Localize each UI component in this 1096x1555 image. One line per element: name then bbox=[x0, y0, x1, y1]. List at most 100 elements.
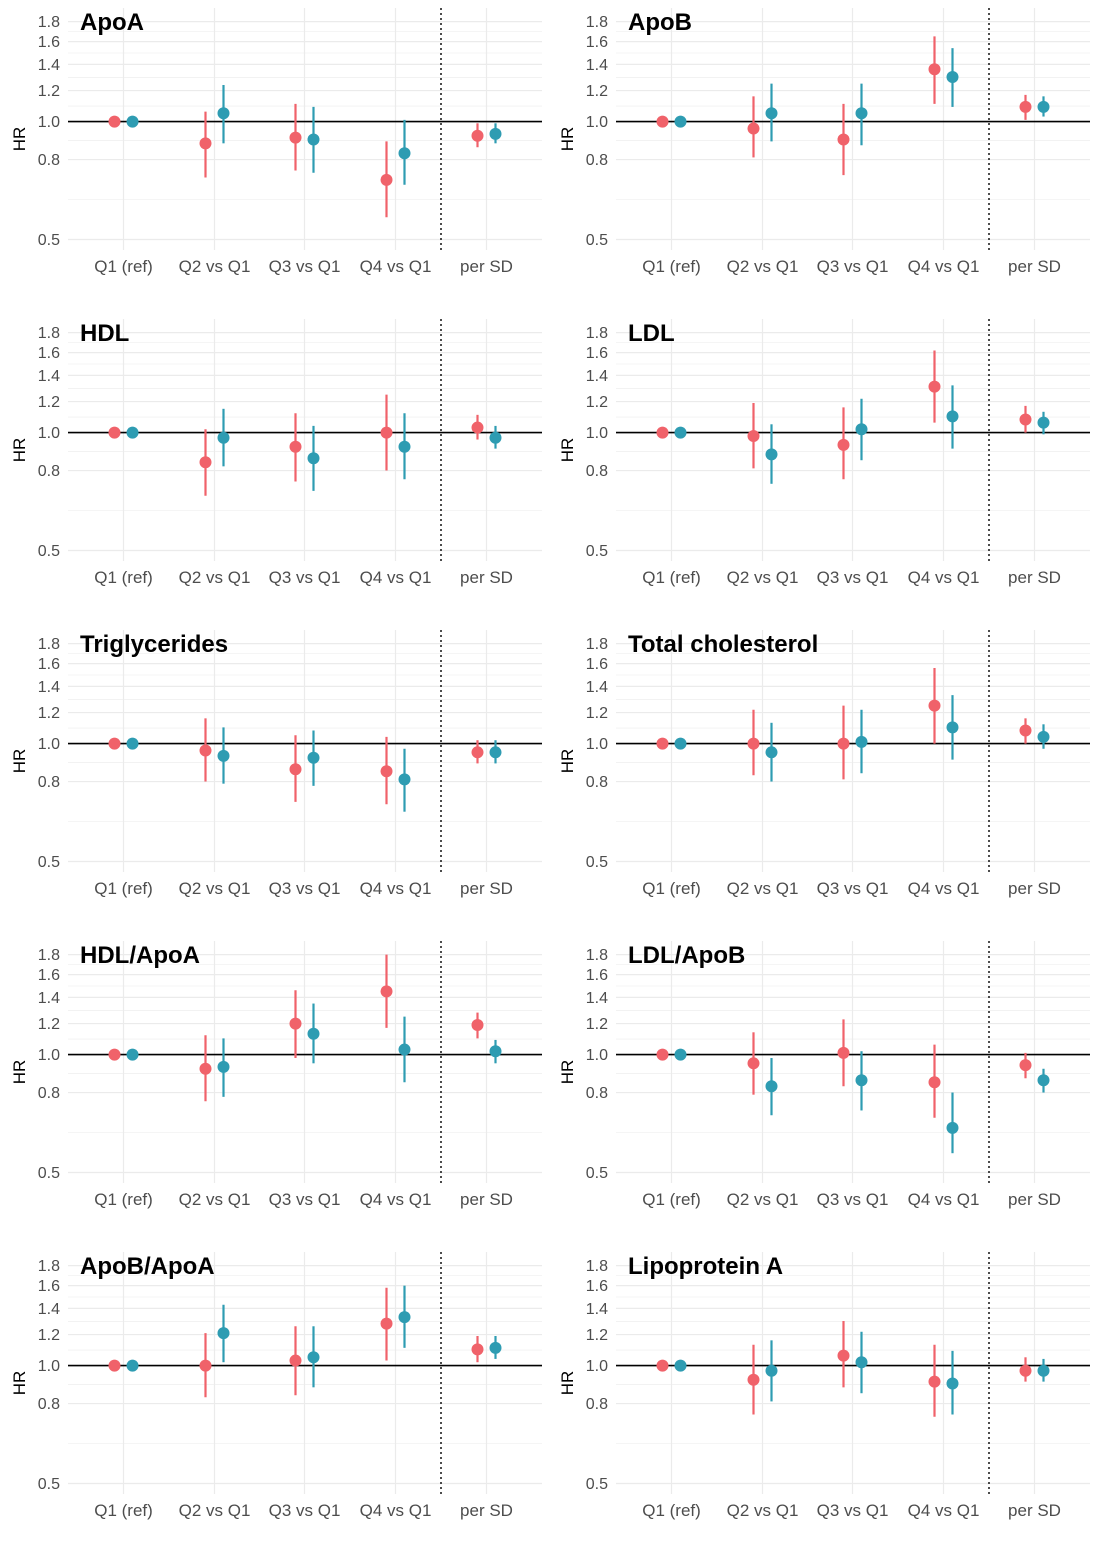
y-tick-label: 0.8 bbox=[38, 152, 60, 169]
y-tick-label: 1.8 bbox=[586, 14, 608, 31]
y-tick-label: 0.8 bbox=[38, 1085, 60, 1102]
y-tick-label: 1.6 bbox=[586, 1278, 608, 1295]
hr-point bbox=[1019, 100, 1032, 113]
y-tick-label: 1.8 bbox=[586, 636, 608, 653]
hr-point bbox=[946, 410, 959, 423]
y-tick-label: 1.8 bbox=[38, 1258, 60, 1275]
x-tick-label: per SD bbox=[460, 1501, 513, 1520]
y-tick-label: 1.6 bbox=[38, 1278, 60, 1295]
hr-point bbox=[126, 426, 139, 439]
hr-point bbox=[747, 737, 760, 750]
y-tick-label: 0.8 bbox=[586, 1085, 608, 1102]
y-tick-label: 1.6 bbox=[38, 967, 60, 984]
hr-point bbox=[1019, 413, 1032, 426]
y-tick-label: 1.8 bbox=[586, 325, 608, 342]
panel-title: ApoB/ApoA bbox=[80, 1253, 215, 1280]
y-tick-label: 1.2 bbox=[586, 705, 608, 722]
forest-plot-svg: 0.5 0.8 1.0 1.2 1.4 1.6 1.8 HR Q1 (ref) Q2 vs Q1 Q… bbox=[10, 8, 542, 276]
panel-title: ApoA bbox=[80, 9, 144, 36]
hr-point bbox=[855, 1074, 868, 1087]
x-tick-label: Q2 vs Q1 bbox=[727, 879, 799, 898]
y-tick-label: 1.8 bbox=[38, 14, 60, 31]
hr-point bbox=[217, 1060, 230, 1073]
y-tick-label: 1.8 bbox=[38, 947, 60, 964]
y-axis-label: HR bbox=[558, 749, 577, 774]
hr-point bbox=[307, 751, 320, 764]
x-tick-label: Q4 vs Q1 bbox=[908, 1501, 980, 1520]
x-tick-label: Q3 vs Q1 bbox=[269, 1501, 341, 1520]
hr-point bbox=[1037, 730, 1050, 743]
hr-point bbox=[307, 133, 320, 146]
hr-point bbox=[656, 1048, 669, 1061]
hr-point bbox=[471, 1343, 484, 1356]
y-tick-label: 0.5 bbox=[586, 232, 608, 249]
hr-point bbox=[1037, 1364, 1050, 1377]
y-tick-label: 1.6 bbox=[586, 34, 608, 51]
hr-point bbox=[380, 173, 393, 186]
y-tick-label: 1.6 bbox=[38, 345, 60, 362]
y-axis-label: HR bbox=[558, 1060, 577, 1085]
x-tick-label: Q4 vs Q1 bbox=[360, 1501, 432, 1520]
hr-point bbox=[199, 1359, 212, 1372]
x-tick-label: Q3 vs Q1 bbox=[269, 568, 341, 587]
y-tick-label: 1.0 bbox=[38, 425, 60, 442]
x-tick-label: Q1 (ref) bbox=[642, 257, 701, 276]
hr-point bbox=[765, 1080, 778, 1093]
y-tick-label: 1.4 bbox=[586, 368, 608, 385]
hr-point bbox=[489, 1341, 502, 1354]
forest-panel: 0.5 0.8 1.0 1.2 1.4 1.6 1.8 HR Q1 (ref) Q2 vs Q1 Q… bbox=[548, 622, 1096, 933]
x-tick-label: Q2 vs Q1 bbox=[727, 257, 799, 276]
forest-panel: 0.5 0.8 1.0 1.2 1.4 1.6 1.8 HR Q1 (ref) Q2 vs Q1 Q… bbox=[548, 311, 1096, 622]
hr-point bbox=[837, 1046, 850, 1059]
hr-point bbox=[674, 1048, 687, 1061]
y-tick-label: 0.5 bbox=[38, 232, 60, 249]
y-tick-label: 0.5 bbox=[586, 1165, 608, 1182]
forest-panel: 0.5 0.8 1.0 1.2 1.4 1.6 1.8 HR Q1 (ref) Q2 vs Q1 Q… bbox=[0, 1244, 548, 1555]
hr-point bbox=[837, 737, 850, 750]
x-tick-label: Q3 vs Q1 bbox=[269, 257, 341, 276]
panel-title: LDL/ApoB bbox=[628, 942, 745, 969]
hr-point bbox=[398, 773, 411, 786]
hr-point bbox=[928, 1375, 941, 1388]
hr-point bbox=[928, 380, 941, 393]
forest-plot-svg: 0.5 0.8 1.0 1.2 1.4 1.6 1.8 HR Q1 (ref) Q2 vs Q1 Q… bbox=[10, 941, 542, 1209]
y-tick-label: 1.0 bbox=[38, 1047, 60, 1064]
hr-point bbox=[1019, 1059, 1032, 1072]
hr-point bbox=[747, 1373, 760, 1386]
panel-title: Triglycerides bbox=[80, 631, 228, 658]
x-tick-label: Q3 vs Q1 bbox=[269, 879, 341, 898]
y-axis-label: HR bbox=[10, 438, 29, 463]
y-axis-label: HR bbox=[10, 1371, 29, 1396]
forest-panel: 0.5 0.8 1.0 1.2 1.4 1.6 1.8 HR Q1 (ref) Q2 vs Q1 Q… bbox=[548, 1244, 1096, 1555]
y-tick-label: 0.5 bbox=[586, 854, 608, 871]
x-tick-label: Q1 (ref) bbox=[94, 879, 153, 898]
hr-point bbox=[928, 1076, 941, 1089]
hr-point bbox=[471, 421, 484, 434]
forest-plot-svg: 0.5 0.8 1.0 1.2 1.4 1.6 1.8 HR Q1 (ref) Q2 vs Q1 Q… bbox=[558, 630, 1090, 898]
x-tick-label: per SD bbox=[460, 879, 513, 898]
x-tick-label: Q1 (ref) bbox=[94, 1190, 153, 1209]
x-tick-label: Q3 vs Q1 bbox=[817, 1501, 889, 1520]
x-tick-label: Q2 vs Q1 bbox=[179, 1501, 251, 1520]
x-tick-label: per SD bbox=[460, 568, 513, 587]
hr-point bbox=[199, 456, 212, 469]
x-tick-label: Q1 (ref) bbox=[94, 257, 153, 276]
x-tick-label: Q2 vs Q1 bbox=[179, 879, 251, 898]
panel-title: HDL/ApoA bbox=[80, 942, 200, 969]
hr-point bbox=[126, 115, 139, 128]
hr-point bbox=[217, 107, 230, 120]
y-axis-label: HR bbox=[10, 749, 29, 774]
y-tick-label: 1.4 bbox=[586, 1301, 608, 1318]
forest-panel: 0.5 0.8 1.0 1.2 1.4 1.6 1.8 HR Q1 (ref) Q2 vs Q1 Q… bbox=[0, 311, 548, 622]
x-tick-label: Q3 vs Q1 bbox=[817, 257, 889, 276]
hr-point bbox=[307, 1027, 320, 1040]
hr-point bbox=[855, 423, 868, 436]
forest-panel: 0.5 0.8 1.0 1.2 1.4 1.6 1.8 HR Q1 (ref) Q2 vs Q1 Q… bbox=[0, 933, 548, 1244]
x-tick-label: Q2 vs Q1 bbox=[179, 568, 251, 587]
y-tick-label: 1.0 bbox=[38, 736, 60, 753]
forest-plot-grid: 0.5 0.8 1.0 1.2 1.4 1.6 1.8 HR Q1 (ref) Q2 vs Q1 Q… bbox=[0, 8, 1096, 1520]
y-tick-label: 0.5 bbox=[38, 543, 60, 560]
hr-point bbox=[217, 431, 230, 444]
y-tick-label: 1.4 bbox=[586, 679, 608, 696]
x-tick-label: Q3 vs Q1 bbox=[269, 1190, 341, 1209]
